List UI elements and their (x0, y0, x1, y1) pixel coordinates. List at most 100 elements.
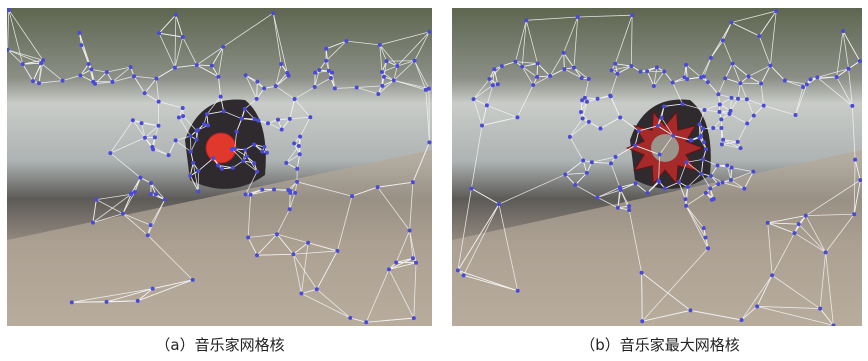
feature-point (235, 130, 239, 134)
feature-point (850, 104, 854, 108)
feature-point (378, 43, 382, 47)
feature-point (516, 289, 520, 293)
feature-point (697, 122, 701, 126)
feature-point (385, 59, 389, 63)
feature-point (703, 108, 707, 112)
feature-point (138, 176, 142, 180)
feature-point (671, 134, 675, 138)
feature-point (469, 186, 473, 190)
feature-point (745, 121, 749, 125)
feature-point (317, 68, 321, 72)
feature-point (350, 194, 354, 198)
page: （a）音乐家网格核 （b）音乐家最大网格核 (() => { const dat… (0, 0, 868, 361)
feature-point (129, 65, 133, 69)
feature-point (562, 51, 566, 55)
feature-point (271, 11, 275, 15)
feature-point (640, 271, 644, 275)
feature-point (156, 124, 160, 128)
feature-point (831, 323, 835, 327)
feature-point (774, 9, 778, 13)
feature-point (241, 159, 245, 163)
feature-point (657, 179, 661, 183)
feature-point (216, 75, 220, 79)
feature-point (730, 166, 734, 170)
feature-point (660, 116, 664, 120)
feature-point (297, 144, 301, 148)
feature-point (108, 151, 112, 155)
feature-point (167, 153, 171, 157)
feature-point (221, 45, 225, 49)
feature-point (376, 92, 380, 96)
feature-point (745, 97, 749, 101)
feature-point (387, 267, 391, 271)
feature-point (424, 88, 428, 92)
feature-point (677, 180, 681, 184)
image-panel (452, 8, 862, 327)
feature-point (663, 186, 667, 190)
feature-point (809, 77, 813, 81)
feature-point (276, 118, 280, 122)
feature-point (662, 104, 666, 108)
feature-point (266, 121, 270, 125)
mesh-edge (537, 64, 538, 77)
feature-point (783, 78, 787, 82)
feature-point (79, 73, 83, 77)
feature-point (121, 212, 125, 216)
feature-point (702, 140, 706, 144)
feature-point (395, 64, 399, 68)
feature-point (285, 71, 289, 75)
feature-point (610, 68, 614, 72)
feature-point (411, 180, 415, 184)
feature-point (105, 70, 109, 74)
feature-point (262, 145, 266, 149)
feature-point (627, 204, 631, 208)
feature-point (485, 103, 489, 107)
feature-point (157, 31, 161, 35)
feature-point (587, 77, 591, 81)
feature-point (688, 308, 692, 312)
feature-point (686, 185, 690, 189)
feature-point (79, 43, 83, 47)
feature-point (262, 86, 266, 90)
feature-point (704, 147, 708, 151)
caption: （b）音乐家最大网格核 (580, 336, 740, 354)
feature-point (613, 62, 617, 66)
feature-point (815, 75, 819, 79)
feature-point (858, 59, 862, 63)
feature-point (150, 145, 154, 149)
feature-point (252, 142, 256, 146)
feature-point (805, 82, 809, 86)
feature-point (153, 135, 157, 139)
feature-point (581, 158, 585, 162)
feature-point (298, 135, 302, 139)
feature-point (710, 198, 714, 202)
feature-point (275, 232, 279, 236)
feature-point (327, 69, 331, 73)
feature-point (656, 124, 660, 128)
feature-point (638, 70, 642, 74)
feature-point (411, 256, 415, 260)
feature-point (572, 66, 576, 70)
feature-point (723, 76, 727, 80)
feature-point (244, 73, 248, 77)
feature-point (195, 138, 199, 142)
feature-point (630, 13, 634, 17)
feature-point (704, 235, 708, 239)
feature-point (216, 163, 220, 167)
feature-point (472, 97, 476, 101)
feature-point (616, 206, 620, 210)
feature-point (755, 304, 759, 308)
feature-point (535, 75, 539, 79)
feature-point (243, 148, 247, 152)
feature-point (414, 261, 418, 265)
feature-point (708, 186, 712, 190)
feature-point (233, 147, 237, 151)
feature-point (408, 229, 412, 233)
feature-point (579, 110, 583, 114)
feature-point (719, 117, 723, 121)
feature-point (738, 81, 742, 85)
feature-point (174, 13, 178, 17)
feature-point (573, 183, 577, 187)
feature-point (655, 65, 659, 69)
feature-point (671, 81, 675, 85)
